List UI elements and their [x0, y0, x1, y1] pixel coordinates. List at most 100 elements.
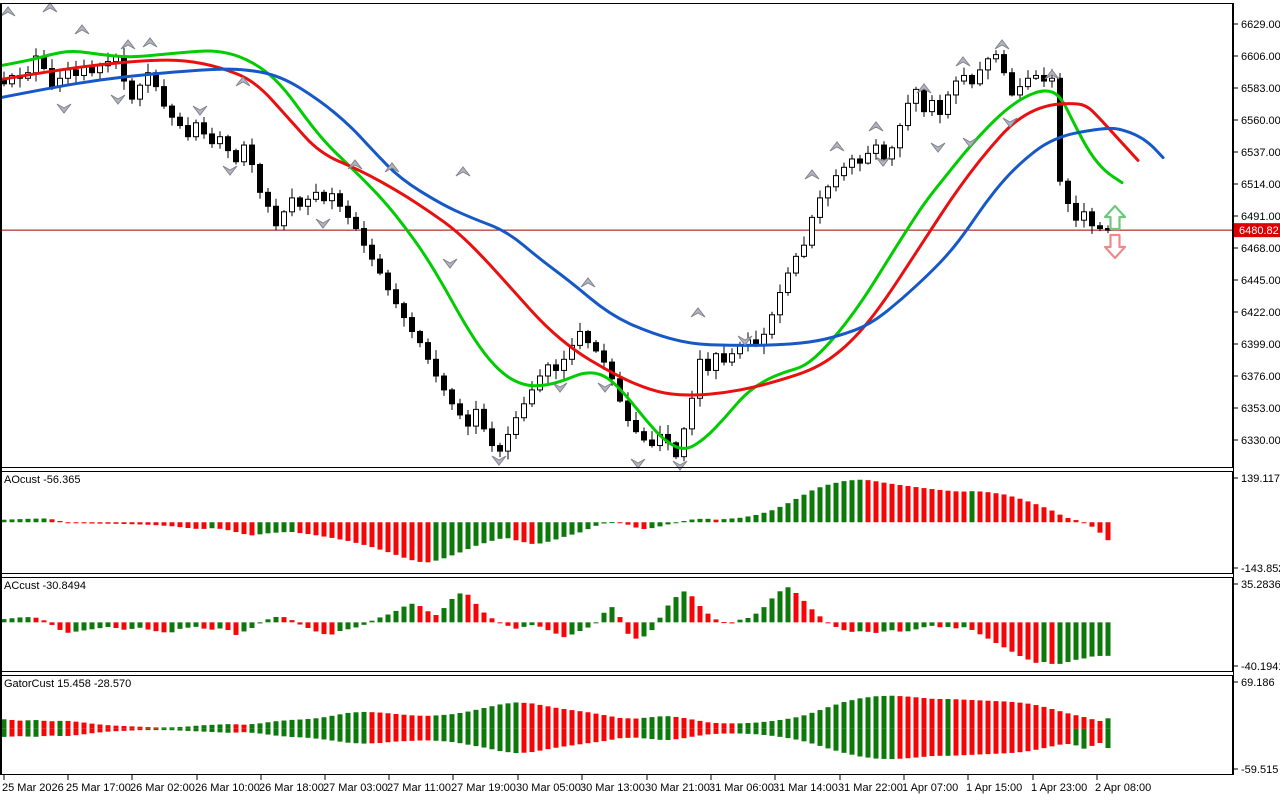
histogram-bar [721, 622, 727, 624]
histogram-bar [713, 619, 719, 623]
fractal-up-icon [868, 121, 884, 132]
histogram-bar [489, 618, 495, 623]
histogram-bar [833, 704, 839, 729]
candle-bullish [505, 433, 511, 452]
candle-bearish [73, 69, 79, 76]
histogram-bar [817, 487, 823, 523]
histogram-bar [1089, 522, 1095, 527]
histogram-bar [369, 728, 375, 744]
candle-bearish [201, 122, 207, 135]
current-price-badge [1234, 223, 1280, 238]
candle-bullish [289, 197, 295, 213]
histogram-bar [721, 519, 727, 523]
histogram-bar [697, 606, 703, 623]
price-axis-label: 6606.00 [1241, 51, 1280, 63]
fractal-up-icon [74, 24, 90, 35]
histogram-bar [953, 699, 959, 729]
histogram-bar [177, 726, 183, 729]
fractal-up-icon [120, 39, 136, 50]
histogram-bar [681, 591, 687, 623]
candle-bearish [161, 86, 167, 107]
histogram-bar [1073, 715, 1079, 729]
histogram-bar [713, 519, 719, 523]
candle-bullish [513, 417, 519, 435]
histogram-bar [249, 724, 255, 729]
fractal-up-icon [804, 169, 820, 180]
histogram-bar [1017, 702, 1023, 729]
histogram-bar [345, 622, 351, 630]
histogram-bar [521, 728, 527, 753]
candle-bearish [297, 197, 303, 207]
histogram-bar [233, 622, 239, 635]
price-axis-label: 6468.00 [1241, 243, 1280, 255]
fractal-down-icon [56, 103, 72, 114]
histogram-bar [321, 622, 327, 635]
histogram-bar [633, 718, 639, 729]
histogram-bar [65, 622, 71, 633]
histogram-bar [305, 719, 311, 729]
histogram-bar [1, 619, 7, 623]
candle-bullish [865, 152, 871, 164]
candle-bearish [585, 330, 591, 344]
histogram-bar [57, 720, 63, 729]
histogram-bar [337, 728, 343, 742]
histogram-bar [801, 728, 807, 742]
histogram-bar [129, 726, 135, 729]
histogram-bar [241, 622, 247, 632]
histogram-bar [921, 488, 927, 523]
histogram-bar [961, 699, 967, 729]
histogram-bar [1105, 522, 1111, 541]
time-axis-label: 27 Mar 11:00 [387, 782, 451, 794]
histogram-bar [409, 522, 415, 561]
histogram-bar [433, 614, 439, 623]
histogram-bar [249, 622, 255, 628]
histogram-bar [113, 728, 119, 732]
histogram-bar [57, 728, 63, 736]
price-axis[interactable]: 6629.00 6606.00 6583.00 6560.00 6537.00 6514.… [1233, 19, 1280, 776]
time-axis[interactable]: 25 Mar 2026 25 Mar 17:00 26 Mar 02:00 26 Ma… [2, 775, 1151, 794]
histogram-bar [857, 622, 863, 632]
histogram-bar [1025, 622, 1031, 660]
histogram-bar [425, 611, 431, 623]
histogram-bar [769, 598, 775, 623]
histogram-bar [105, 522, 111, 524]
candle-bullish [897, 125, 903, 149]
histogram-bar [353, 728, 359, 744]
histogram-bar [865, 728, 871, 758]
fractal-down-icon [110, 94, 126, 105]
histogram-bar [617, 717, 623, 729]
fractal-down-icon [552, 382, 568, 393]
histogram-bar [377, 728, 383, 743]
histogram-bar [1017, 728, 1023, 753]
candle-bearish [593, 342, 599, 352]
histogram-bar [769, 510, 775, 523]
histogram-bar [1057, 728, 1063, 745]
histogram-bar [201, 622, 207, 629]
histogram-bar [913, 697, 919, 729]
histogram-bar [313, 718, 319, 729]
histogram-bar [81, 622, 87, 631]
fractal-down-icon [962, 137, 978, 148]
histogram-bar [169, 727, 175, 729]
candle-bearish [465, 414, 471, 427]
candle-bearish [457, 403, 463, 416]
histogram-bar [273, 728, 279, 736]
histogram-bar [225, 728, 231, 733]
histogram-bar [977, 700, 983, 729]
histogram-bar [657, 617, 663, 623]
histogram-bar [489, 522, 495, 541]
time-axis-label: 25 Mar 2026 [2, 782, 64, 794]
candle-bullish [521, 403, 527, 419]
histogram-bar [849, 480, 855, 523]
histogram-bar [929, 728, 935, 757]
histogram-bar [329, 622, 335, 635]
histogram-bar [497, 622, 503, 624]
histogram-bar [353, 522, 359, 543]
fractal-down-icon [222, 165, 238, 176]
candle-bullish [305, 198, 311, 207]
histogram-bar [913, 622, 919, 630]
candle-bullish [561, 358, 567, 371]
price-axis-label: 6560.00 [1241, 115, 1280, 127]
histogram-bar [625, 718, 631, 729]
